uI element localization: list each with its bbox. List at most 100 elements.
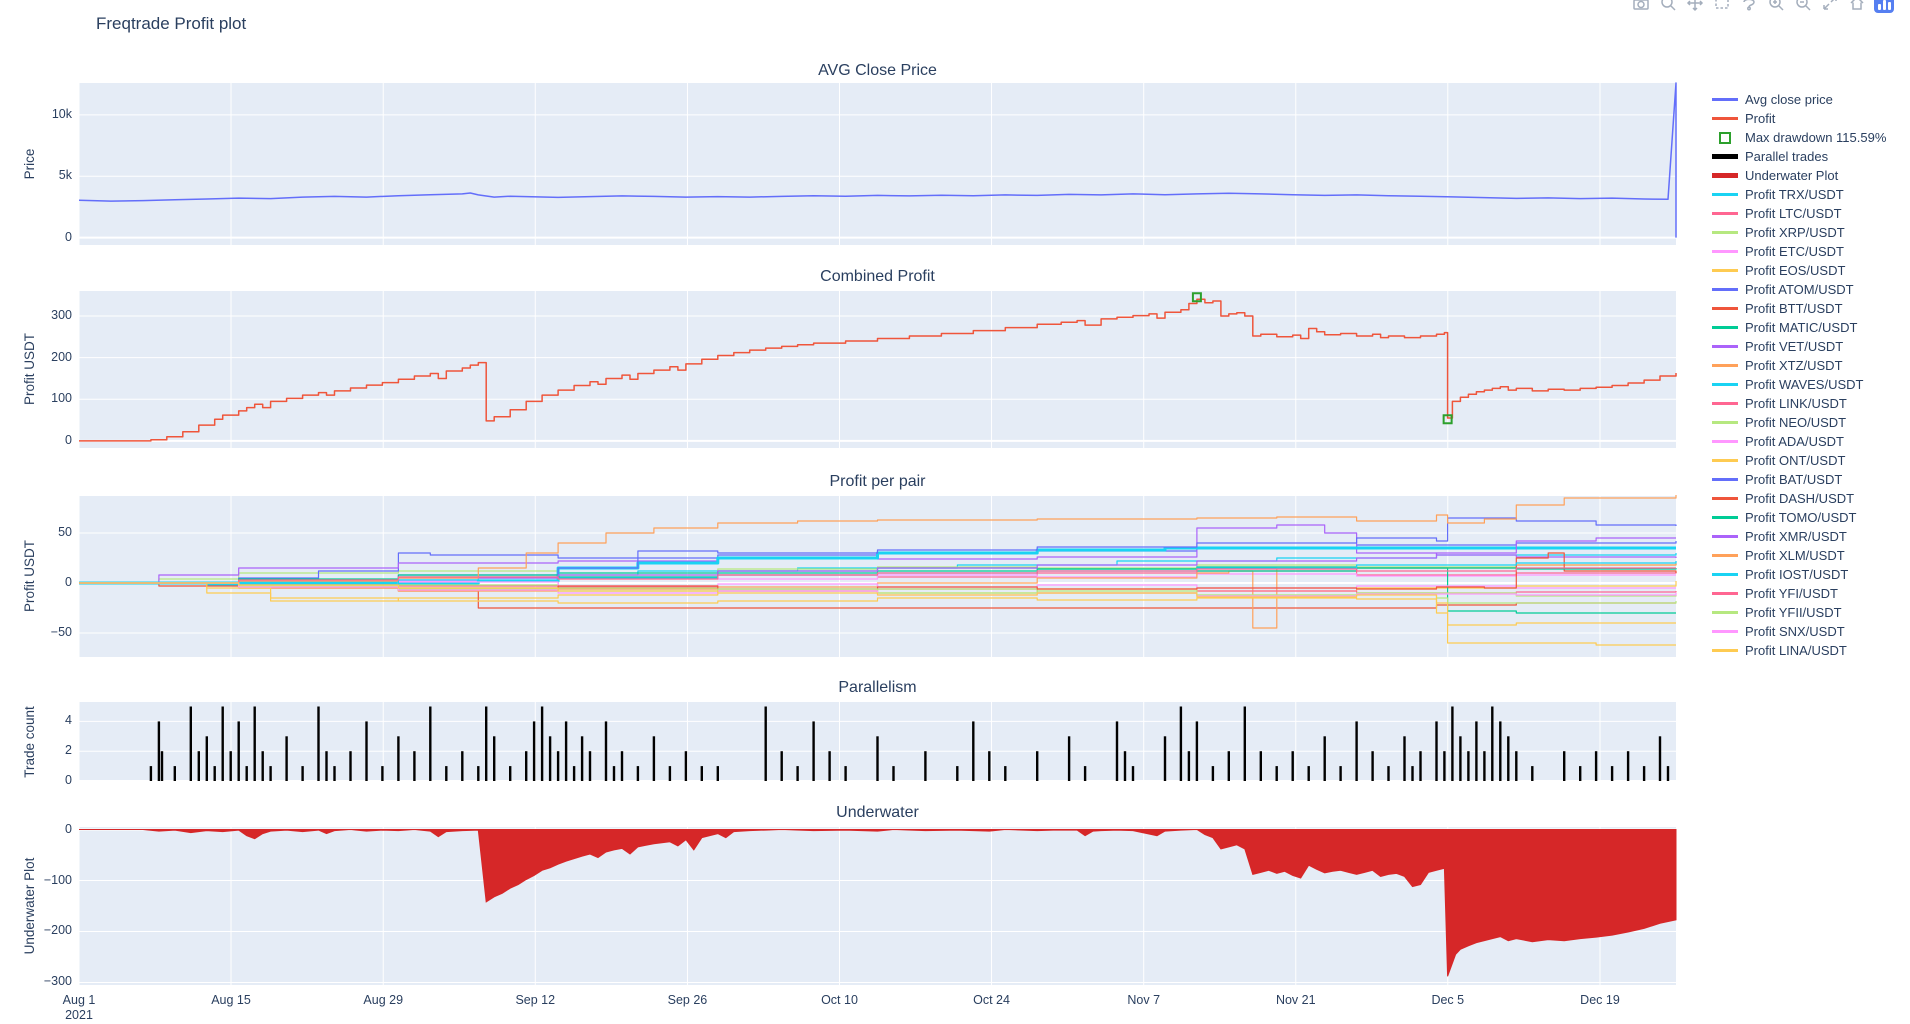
legend-item-profit-xmr-usdt[interactable]: Profit XMR/USDT [1712,527,1886,546]
legend-line-swatch-icon [1712,535,1738,538]
legend-line-swatch-icon [1712,459,1738,462]
legend-line-swatch-icon [1712,193,1738,196]
legend-label: Profit SNX/USDT [1745,624,1845,639]
legend-line-swatch-icon [1712,440,1738,443]
legend-item-profit-eos-usdt[interactable]: Profit EOS/USDT [1712,261,1886,280]
legend-item-profit-yfi-usdt[interactable]: Profit YFI/USDT [1712,584,1886,603]
subplot-profit-per-pair[interactable] [78,495,1677,657]
subplot-parallelism[interactable] [78,702,1676,782]
legend-line-swatch-icon [1712,307,1738,310]
x-tick-label: Nov 7 [1127,993,1161,1007]
legend-line-swatch-icon [1712,117,1738,120]
subplot-underwater[interactable] [78,827,1677,985]
legend-item-profit-matic-usdt[interactable]: Profit MATIC/USDT [1712,318,1886,337]
area-underwater-plot [79,828,1677,977]
legend-label: Profit WAVES/USDT [1745,377,1864,392]
subplot-title-combined-profit: Combined Profit [820,268,935,285]
legend-item-profit-xrp-usdt[interactable]: Profit XRP/USDT [1712,223,1886,242]
legend-item-max-drawdown-115-59-[interactable]: Max drawdown 115.59% [1712,128,1886,147]
legend-label: Profit EOS/USDT [1745,263,1846,278]
pan-icon[interactable] [1685,0,1705,13]
plotly-logo-icon[interactable] [1874,0,1894,13]
x-tick-label: Aug 15 [211,993,251,1007]
legend-item-profit-ada-usdt[interactable]: Profit ADA/USDT [1712,432,1886,451]
legend-item-profit-bat-usdt[interactable]: Profit BAT/USDT [1712,470,1886,489]
x-tick-label: Aug 29 [363,993,404,1007]
legend-item-profit-vet-usdt[interactable]: Profit VET/USDT [1712,337,1886,356]
legend-label: Profit ETC/USDT [1745,244,1844,259]
page-title: Freqtrade Profit plot [96,14,247,33]
legend-item-profit-dash-usdt[interactable]: Profit DASH/USDT [1712,489,1886,508]
legend-item-profit-snx-usdt[interactable]: Profit SNX/USDT [1712,622,1886,641]
legend-item-profit-ont-usdt[interactable]: Profit ONT/USDT [1712,451,1886,470]
legend-item-profit-trx-usdt[interactable]: Profit TRX/USDT [1712,185,1886,204]
legend-line-swatch-icon [1712,269,1738,272]
legend-label: Profit YFII/USDT [1745,605,1842,620]
legend-item-profit-xtz-usdt[interactable]: Profit XTZ/USDT [1712,356,1886,375]
lasso-icon[interactable] [1739,0,1759,13]
x-tick-label: Sep 12 [515,993,556,1007]
legend-item-profit-tomo-usdt[interactable]: Profit TOMO/USDT [1712,508,1886,527]
legend-label: Profit [1745,111,1776,126]
legend-label: Profit IOST/USDT [1745,567,1849,582]
reset-axes-icon[interactable] [1847,0,1867,13]
box-select-icon[interactable] [1712,0,1732,13]
legend-item-profit-yfii-usdt[interactable]: Profit YFII/USDT [1712,603,1886,622]
legend-item-avg-close-price[interactable]: Avg close price [1712,90,1886,109]
legend: Avg close price Profit Max drawdown 115.59… [1712,90,1886,660]
x-tick-label: Oct 10 [821,993,858,1007]
max-drawdown-marker [1191,292,1202,303]
legend-line-swatch-icon [1712,630,1738,633]
subplot-title-profit-per-pair: Profit per pair [829,473,926,490]
legend-line-swatch-icon [1712,288,1738,291]
legend-label: Profit ATOM/USDT [1745,282,1854,297]
y-tick-label: 100 [51,391,72,406]
subplot-combined-profit[interactable] [78,291,1677,448]
legend-item-profit-etc-usdt[interactable]: Profit ETC/USDT [1712,242,1886,261]
legend-line-swatch-icon [1712,98,1738,101]
legend-line-swatch-icon [1712,154,1738,159]
legend-label: Profit YFI/USDT [1745,586,1838,601]
autoscale-icon[interactable] [1820,0,1840,13]
legend-item-profit-link-usdt[interactable]: Profit LINK/USDT [1712,394,1886,413]
legend-line-swatch-icon [1712,326,1738,329]
legend-label: Profit XMR/USDT [1745,529,1847,544]
camera-icon[interactable] [1631,0,1651,13]
legend-line-swatch-icon [1712,250,1738,253]
legend-item-profit-btt-usdt[interactable]: Profit BTT/USDT [1712,299,1886,318]
legend-item-profit-neo-usdt[interactable]: Profit NEO/USDT [1712,413,1886,432]
legend-item-parallel-trades[interactable]: Parallel trades [1712,147,1886,166]
legend-label: Profit BAT/USDT [1745,472,1843,487]
zoom-out-icon[interactable] [1793,0,1813,13]
legend-label: Underwater Plot [1745,168,1839,183]
legend-item-profit[interactable]: Profit [1712,109,1886,128]
legend-label: Profit LINA/USDT [1745,643,1847,658]
y-tick-label: 0 [65,773,72,787]
legend-label: Profit XTZ/USDT [1745,358,1843,373]
legend-item-underwater-plot[interactable]: Underwater Plot [1712,166,1886,185]
legend-item-profit-ltc-usdt[interactable]: Profit LTC/USDT [1712,204,1886,223]
legend-item-profit-waves-usdt[interactable]: Profit WAVES/USDT [1712,375,1886,394]
y-tick-label: 5k [58,168,72,183]
legend-line-swatch-icon [1712,554,1738,557]
legend-item-profit-xlm-usdt[interactable]: Profit XLM/USDT [1712,546,1886,565]
legend-label: Profit DASH/USDT [1745,491,1855,506]
legend-item-profit-lina-usdt[interactable]: Profit LINA/USDT [1712,641,1886,660]
legend-line-swatch-icon [1712,592,1738,595]
series-lina-usdt [79,582,1676,646]
legend-label: Profit XRP/USDT [1745,225,1845,240]
legend-line-swatch-icon [1712,364,1738,367]
legend-label: Profit LINK/USDT [1745,396,1847,411]
legend-item-profit-iost-usdt[interactable]: Profit IOST/USDT [1712,565,1886,584]
legend-label: Profit TOMO/USDT [1745,510,1857,525]
legend-label: Max drawdown 115.59% [1745,130,1887,145]
subplot-avg-close-price[interactable] [78,82,1677,245]
legend-label: Profit NEO/USDT [1745,415,1847,430]
legend-line-swatch-icon [1712,649,1738,652]
legend-item-profit-atom-usdt[interactable]: Profit ATOM/USDT [1712,280,1886,299]
zoom-icon[interactable] [1658,0,1678,13]
legend-line-swatch-icon [1712,516,1738,519]
legend-label: Avg close price [1745,92,1833,107]
y-tick-label: 0 [65,229,72,244]
zoom-in-icon[interactable] [1766,0,1786,13]
